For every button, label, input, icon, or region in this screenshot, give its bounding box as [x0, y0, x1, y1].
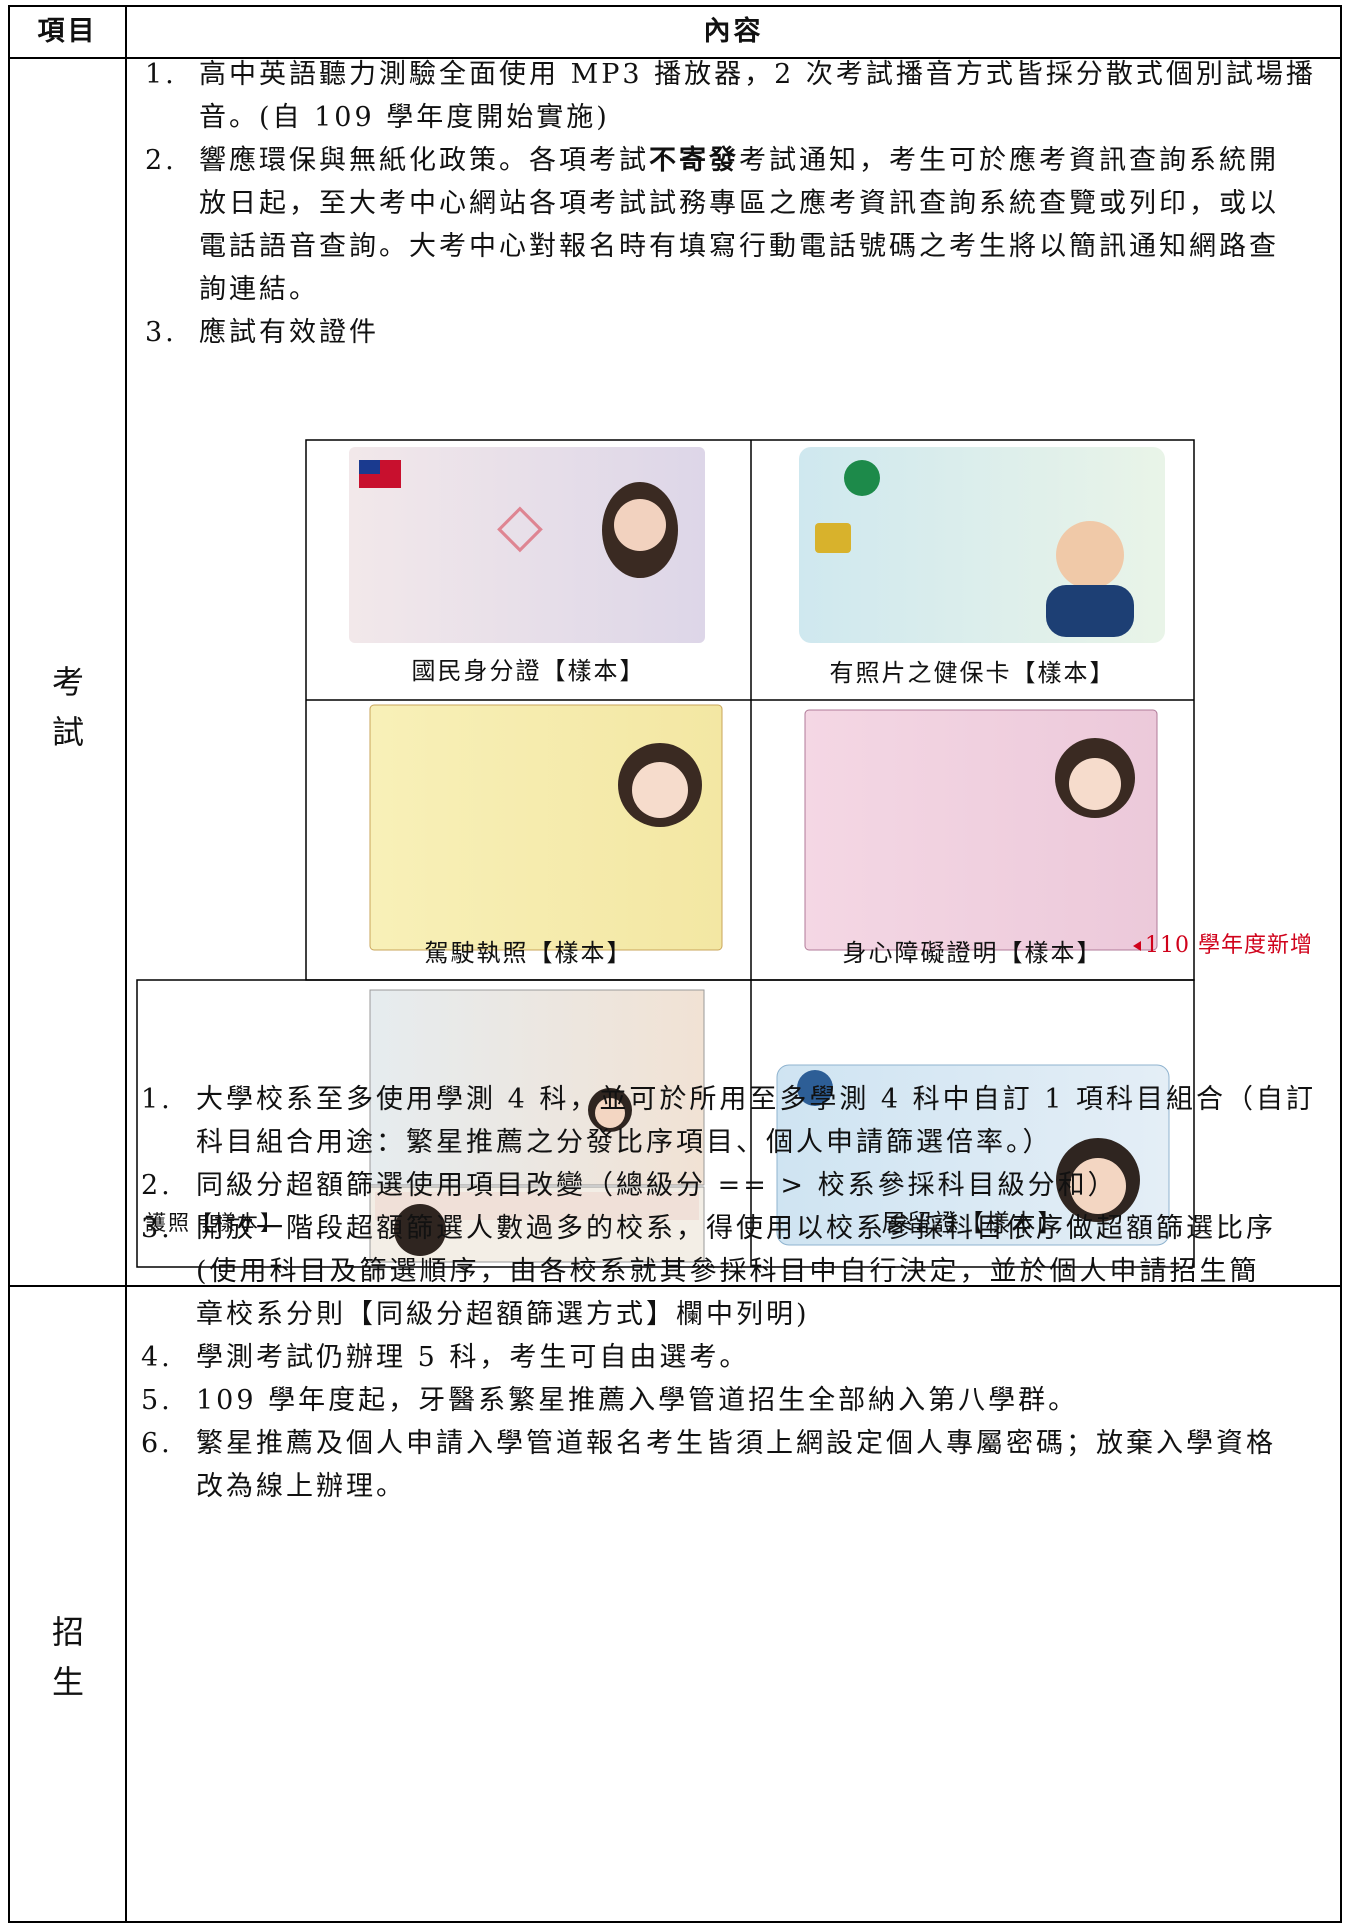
header-cell: 內容	[703, 16, 764, 47]
image-caption: 護照【樣本】	[145, 1211, 283, 1235]
item-number: 2.	[145, 145, 177, 176]
image-caption: 有照片之健保卡【樣本】	[829, 659, 1116, 687]
text-line: 109 學年度起，牙醫系繁星推薦入學管道招生全部納入第八學群。	[196, 1379, 1078, 1423]
text-segment: 電話語音查詢。大考中心對報名時有填寫行動電話號碼之考生將以簡訊通知網路查	[199, 231, 1279, 262]
text-line: 開放一階段超額篩選人數過多的校系，得使用以校系參採科目依序做超額篩選比序	[196, 1207, 1276, 1251]
text-segment: 響應環保與無紙化政策。各項考試	[199, 145, 649, 176]
text-segment: 高中英語聽力測驗全面使用 MP3 播放器，2 次考試播音方式皆採分散式個別試場播	[199, 59, 1316, 90]
note: 110 學年度新增	[1145, 933, 1313, 958]
text-line: 章校系分則【同級分超額篩選方式】欄中列明)	[196, 1293, 810, 1337]
item-number: 3.	[141, 1213, 173, 1244]
text-segment: 音。(自 109 學年度開始實施)	[199, 102, 610, 133]
text-segment: 學測考試仍辦理 5 科，考生可自由選考。	[196, 1342, 750, 1373]
row-label: 考試	[47, 665, 85, 765]
item-number: 2.	[141, 1170, 173, 1201]
item-number: 4.	[141, 1342, 173, 1373]
text-line: 響應環保與無紙化政策。各項考試不寄發考試通知，考生可於應考資訊查詢系統開	[199, 139, 1279, 183]
header-cell: 項目	[37, 16, 98, 47]
text-line: 放日起，至大考中心網站各項考試試務專區之應考資訊查詢系統查覽或列印，或以	[199, 182, 1279, 226]
image-caption: 身心障礙證明【樣本】	[842, 939, 1103, 967]
svg-text:◇: ◇	[497, 490, 543, 560]
text-line: 大學校系至多使用學測 4 科，並可於所用至多學測 4 科中自訂 1 項科目組合（…	[196, 1078, 1316, 1122]
text-line: 高中英語聽力測驗全面使用 MP3 播放器，2 次考試播音方式皆採分散式個別試場播	[199, 53, 1316, 97]
item-number: 3.	[145, 317, 177, 348]
text-segment: 同級分超額篩選使用項目改變（總級分 == > 校系參採科目級分和）	[196, 1170, 1118, 1201]
text-line: 詢連結。	[199, 268, 319, 312]
table-lines	[8, 5, 1342, 1923]
row-label: 招生	[47, 1615, 85, 1715]
text-segment: 科目組合用途：繁星推薦之分發比序項目、個人申請篩選倍率。）	[196, 1127, 1053, 1158]
bold-text: 不寄發	[649, 145, 739, 176]
text-line: 同級分超額篩選使用項目改變（總級分 == > 校系參採科目級分和）	[196, 1164, 1118, 1208]
image-grid	[136, 439, 1195, 1268]
text-segment: 詢連結。	[199, 274, 319, 305]
text-segment: 大學校系至多使用學測 4 科，並可於所用至多學測 4 科中自訂 1 項科目組合（…	[196, 1084, 1317, 1115]
text-segment: 繁星推薦及個人申請入學管道報名考生皆須上網設定個人專屬密碼；放棄入學資格	[196, 1428, 1276, 1459]
item-number: 1.	[145, 59, 177, 90]
text-segment: 放日起，至大考中心網站各項考試試務專區之應考資訊查詢系統查覽或列印，或以	[199, 188, 1279, 219]
text-line: 應試有效證件	[199, 311, 379, 355]
item-number: 5.	[141, 1385, 173, 1416]
image-caption: 駕駛執照【樣本】	[424, 939, 633, 967]
text-line: 學測考試仍辦理 5 科，考生可自由選考。	[196, 1336, 749, 1380]
text-line: 繁星推薦及個人申請入學管道報名考生皆須上網設定個人專屬密碼；放棄入學資格	[196, 1422, 1276, 1466]
text-segment: 109 學年度起，牙醫系繁星推薦入學管道招生全部納入第八學群。	[196, 1385, 1079, 1416]
text-line: 科目組合用途：繁星推薦之分發比序項目、個人申請篩選倍率。）	[196, 1121, 1053, 1165]
text-segment: 應試有效證件	[199, 317, 379, 348]
text-segment: 考試通知，考生可於應考資訊查詢系統開	[739, 145, 1279, 176]
item-number: 1.	[141, 1084, 173, 1115]
text-segment: 改為線上辦理。	[196, 1471, 406, 1502]
text-segment: (使用科目及篩選順序，由各校系就其參採科目中自行決定，並於個人申請招生簡	[196, 1256, 1260, 1287]
text-line: (使用科目及篩選順序，由各校系就其參採科目中自行決定，並於個人申請招生簡	[196, 1250, 1260, 1294]
image-caption: 居留證【樣本】	[881, 1209, 1064, 1237]
id-card-images: ◇	[349, 447, 1170, 1263]
text-line: 改為線上辦理。	[196, 1465, 406, 1509]
text-line: 音。(自 109 學年度開始實施)	[199, 96, 610, 140]
text-segment: 開放一階段超額篩選人數過多的校系，得使用以校系參採科目依序做超額篩選比序	[196, 1213, 1276, 1244]
text-line: 電話語音查詢。大考中心對報名時有填寫行動電話號碼之考生將以簡訊通知網路查	[199, 225, 1279, 269]
text-segment: 章校系分則【同級分超額篩選方式】欄中列明)	[196, 1299, 810, 1330]
item-number: 6.	[141, 1428, 173, 1459]
image-caption: 國民身分證【樣本】	[411, 657, 646, 685]
